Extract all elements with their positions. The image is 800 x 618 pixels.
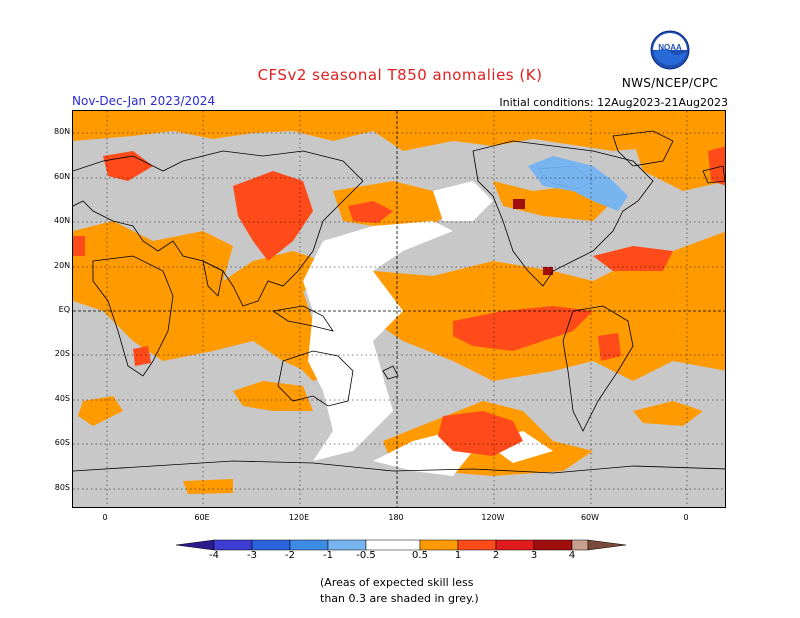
footnote-line-1: (Areas of expected skill less	[320, 576, 474, 589]
lon-label: 120W	[481, 513, 505, 522]
colorbar-swatch	[289, 539, 329, 551]
equator-dateline	[73, 111, 725, 507]
initial-conditions: Initial conditions: 12Aug2023-21Aug2023	[499, 96, 728, 109]
world-map-svg	[73, 111, 725, 507]
forecast-period: Nov-Dec-Jan 2023/2024	[72, 94, 216, 108]
lon-label: 0	[102, 513, 108, 522]
lat-lon-grid	[73, 111, 725, 507]
colorbar-label: 4	[568, 550, 576, 561]
colorbar-label: 0.5	[412, 550, 428, 561]
colorbar-swatch	[327, 539, 367, 551]
colorbar-swatch	[365, 539, 421, 551]
lon-label: 180	[388, 513, 404, 522]
lat-label: 80N	[54, 127, 71, 136]
anomaly-map	[72, 110, 726, 508]
color-scale-bar	[175, 536, 627, 551]
colorbar-label: 3	[530, 550, 538, 561]
colorbar-label: 2	[492, 550, 500, 561]
map-title: CFSv2 seasonal T850 anomalies (K)	[257, 66, 543, 84]
colorbar-swatch	[495, 539, 535, 551]
noaa-logo-text: NOAA	[658, 43, 682, 52]
lon-label: 120E	[288, 513, 310, 522]
colorbar-label: -0.5	[356, 550, 376, 561]
colorbar-label: -4	[209, 550, 219, 561]
lat-label: 80S	[54, 483, 70, 492]
agency-label: NWS/NCEP/CPC	[621, 76, 719, 90]
anomaly-negative-layer	[528, 156, 628, 211]
colorbar-label: -1	[323, 550, 333, 561]
colorbar-label: -2	[285, 550, 295, 561]
lat-label: 60S	[54, 438, 70, 447]
footnote-line-2: than 0.3 are shaded in grey.)	[320, 592, 479, 605]
colorbar-swatch	[251, 539, 291, 551]
lat-label: 60N	[54, 172, 71, 181]
colorbar-swatch	[571, 539, 589, 551]
colorbar-label: 1	[454, 550, 462, 561]
colorbar-swatch	[533, 539, 573, 551]
noaa-logo: NOAA	[650, 30, 690, 70]
lat-label: 40S	[54, 394, 70, 403]
colorbar-swatch	[419, 539, 459, 551]
lat-label: 20N	[54, 261, 71, 270]
colorbar-label: -3	[247, 550, 257, 561]
colorbar-swatch	[213, 539, 253, 551]
anomaly-1-2-layer	[73, 146, 725, 456]
colorbar-swatch-lt-4	[175, 539, 215, 551]
lat-label: 20S	[54, 349, 70, 358]
lon-label: 60W	[580, 513, 600, 522]
lon-label: 60E	[194, 513, 210, 522]
lat-label: 40N	[54, 216, 71, 225]
skill-footnote: (Areas of expected skill less than 0.3 a…	[320, 575, 560, 607]
lon-label: 0	[683, 513, 689, 522]
lat-label: EQ	[58, 305, 70, 314]
coastlines	[73, 130, 725, 474]
anomaly-2-3-layer	[513, 199, 553, 275]
colorbar-swatch	[457, 539, 497, 551]
colorbar-swatch-gt-5	[587, 539, 627, 551]
